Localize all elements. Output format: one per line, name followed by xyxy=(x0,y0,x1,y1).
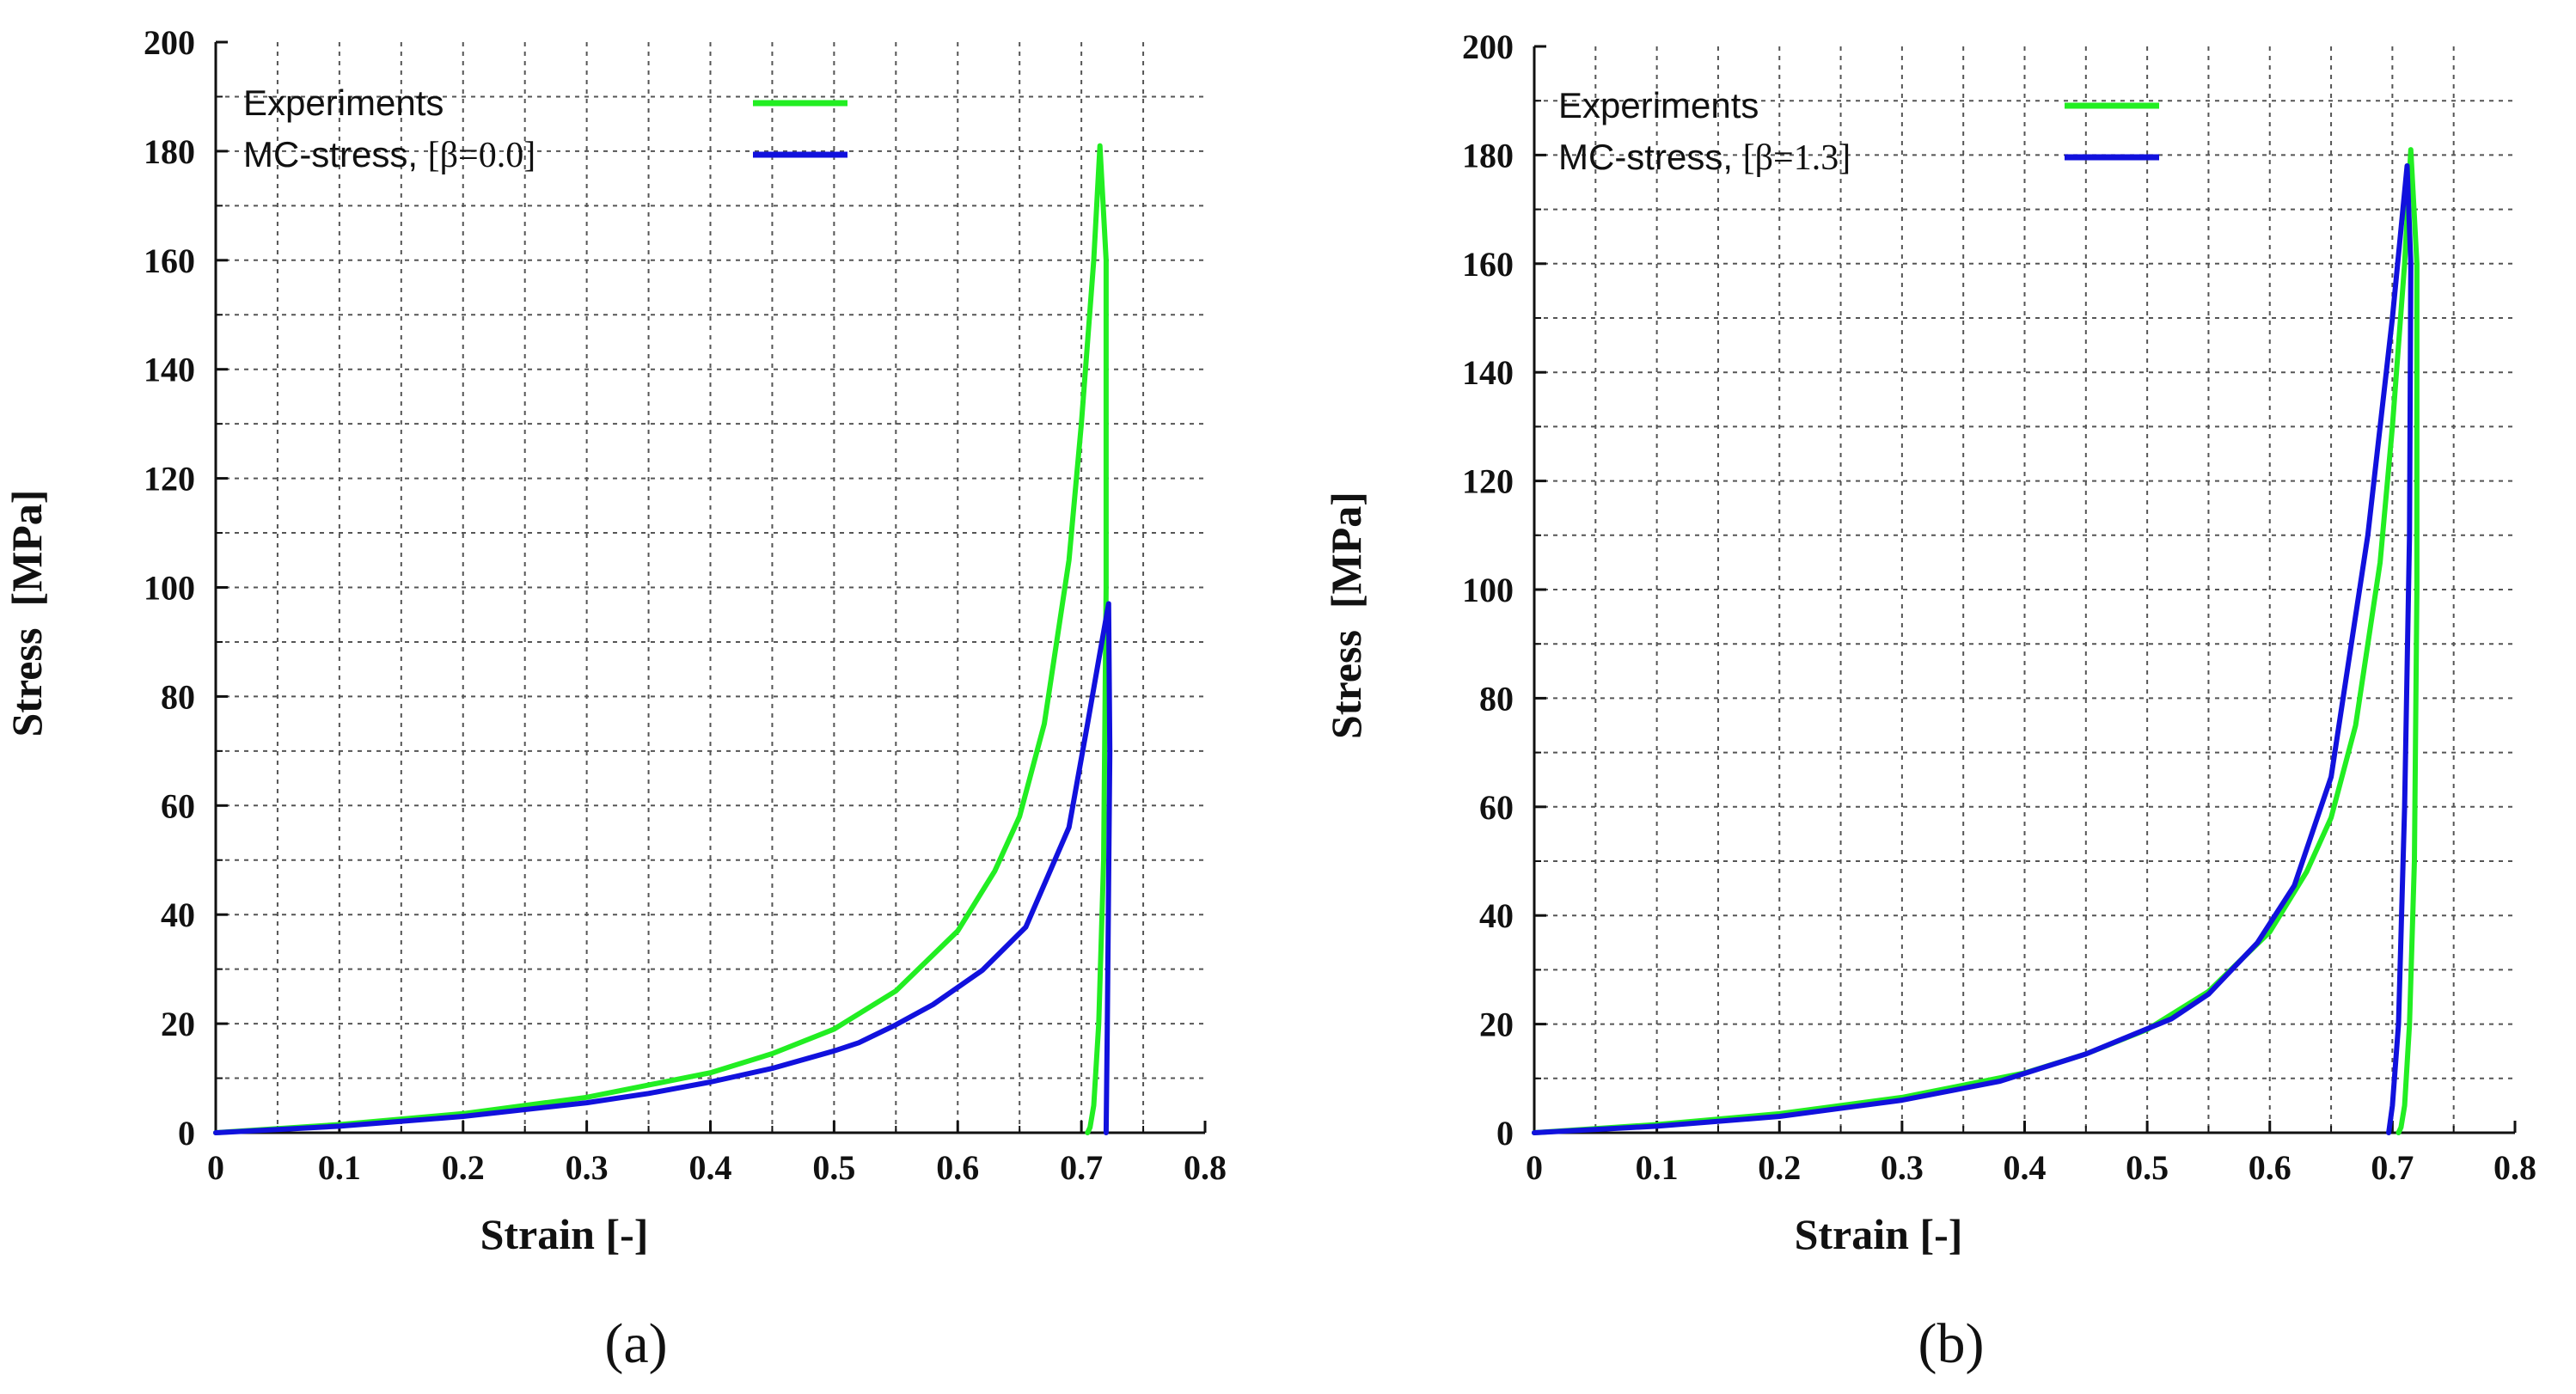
y-tick-label: 100 xyxy=(1462,571,1514,609)
y-tick-label: 0 xyxy=(1496,1114,1514,1152)
x-tick-label: 0.1 xyxy=(318,1148,361,1187)
x-tick-label: 0.4 xyxy=(2004,1148,2047,1187)
y-tick-label: 40 xyxy=(161,896,195,934)
x-tick-label: 0.7 xyxy=(1060,1148,1103,1187)
y-tick-label: 140 xyxy=(144,351,195,389)
grid xyxy=(1534,46,2515,1133)
legend: Experiments MC-stress, [β=0.0] xyxy=(243,83,847,175)
y-tick-label: 60 xyxy=(161,786,195,825)
legend-label: MC-stress, [β=0.0] xyxy=(243,134,535,175)
series-line-experiments xyxy=(213,143,1109,1135)
y-tick-label: 80 xyxy=(1479,679,1514,718)
x-tick-label: 0.8 xyxy=(2493,1148,2536,1187)
x-axis-label: Strain [-] xyxy=(1795,1210,1963,1258)
x-tick-label: 0.8 xyxy=(1184,1148,1227,1187)
x-tick-label: 0.5 xyxy=(2126,1148,2169,1187)
grid xyxy=(216,42,1205,1133)
y-tick-label: 160 xyxy=(144,242,195,280)
y-tick-label: 140 xyxy=(1462,353,1514,392)
legend-label-text: Experiments xyxy=(1558,85,1759,125)
legend-label-text: MC-stress, xyxy=(1558,137,1743,177)
legend-label-text: MC-stress, xyxy=(243,134,428,174)
y-tick-label: 160 xyxy=(1462,245,1514,284)
legend-label: MC-stress, [β=1.3] xyxy=(1558,137,1851,178)
y-tick-label: 180 xyxy=(1462,136,1514,174)
x-tick-label: 0.6 xyxy=(936,1148,979,1187)
x-tick-label: 0.4 xyxy=(689,1148,732,1187)
x-tick-label: 0.3 xyxy=(1881,1148,1924,1187)
x-tick-label: 0 xyxy=(1526,1148,1543,1187)
y-tick-label: 0 xyxy=(178,1114,195,1152)
chart-panel-a: 0 0.1 0.2 0.3 0.4 0.5 0.6 0.7 0.8 0 20 40 60 80 100 120… xyxy=(3,23,1227,1375)
y-tick-label: 200 xyxy=(144,23,195,62)
x-axis-label: Strain [-] xyxy=(480,1210,649,1258)
y-tick-label: 200 xyxy=(1462,28,1514,66)
panel-label: (b) xyxy=(1918,1312,1985,1375)
panel-label: (a) xyxy=(604,1312,667,1375)
y-tick-label: 80 xyxy=(161,677,195,716)
y-tick-label: 40 xyxy=(1479,896,1514,935)
series-line-experiments xyxy=(1532,147,2420,1135)
y-tick-label: 100 xyxy=(144,569,195,608)
y-axis-label: Stress [MPa] xyxy=(3,490,51,737)
x-tick-label: 0.2 xyxy=(1758,1148,1801,1187)
y-axis-label: Stress [MPa] xyxy=(1322,492,1370,739)
x-tick-label: 0.1 xyxy=(1636,1148,1679,1187)
series-line-mc-stress xyxy=(1532,163,2414,1135)
legend-label: Experiments xyxy=(243,83,444,123)
x-tick-label: 0.2 xyxy=(442,1148,485,1187)
x-tick-label: 0.5 xyxy=(812,1148,855,1187)
y-tick-label: 120 xyxy=(144,460,195,498)
legend-label-text: Experiments xyxy=(243,83,444,123)
y-tick-label: 60 xyxy=(1479,788,1514,827)
series-line-mc-stress xyxy=(213,601,1113,1135)
x-tick-label: 0.6 xyxy=(2249,1148,2291,1187)
y-tick-label: 120 xyxy=(1462,462,1514,501)
y-tick-label: 20 xyxy=(1479,1006,1514,1044)
x-tick-label: 0.3 xyxy=(566,1148,609,1187)
legend-label-param: [β=1.3] xyxy=(1743,138,1851,178)
chart-panel-b: 0 0.1 0.2 0.3 0.4 0.5 0.6 0.7 0.8 0 20 40 60 80 100 120… xyxy=(1322,28,2536,1375)
legend-label-param: [β=0.0] xyxy=(428,136,536,175)
x-tick-label: 0.7 xyxy=(2371,1148,2414,1187)
y-tick-label: 180 xyxy=(144,132,195,171)
legend-label: Experiments xyxy=(1558,85,1759,125)
x-tick-label: 0 xyxy=(207,1148,224,1187)
y-tick-label: 20 xyxy=(161,1005,195,1043)
legend: Experiments MC-stress, [β=1.3] xyxy=(1558,85,2159,178)
